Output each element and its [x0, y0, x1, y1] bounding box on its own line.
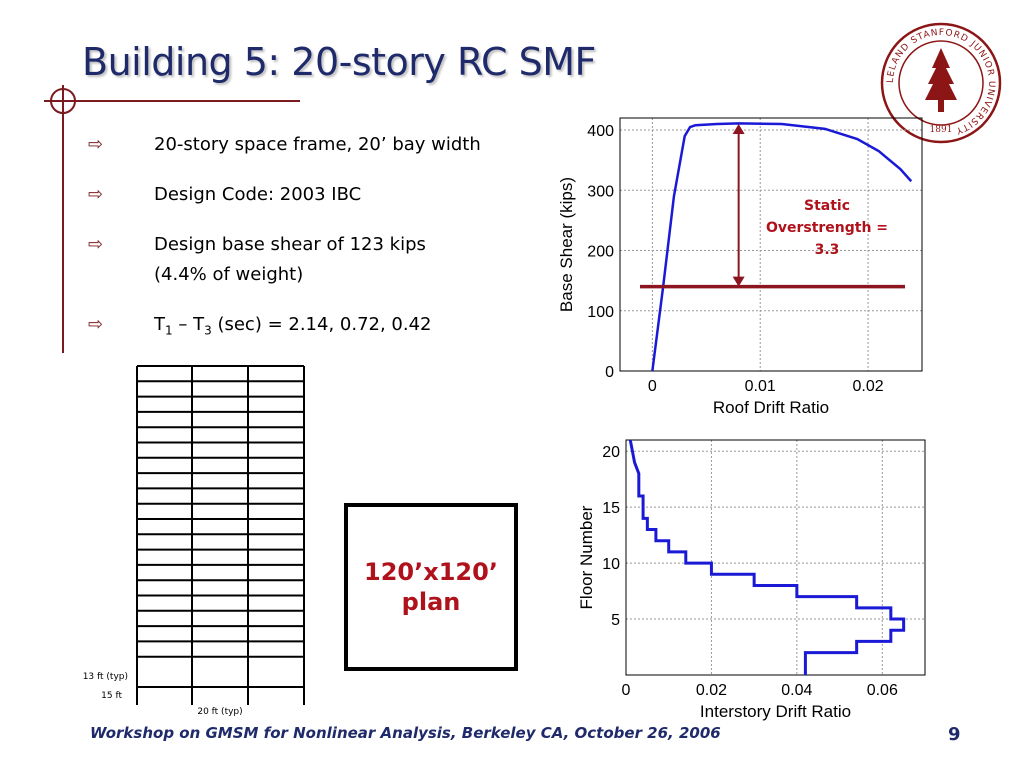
bullet-text: Design base shear of 123 kips [154, 234, 426, 255]
first-story-height-label: 15 ft [101, 691, 122, 701]
bullet-text-continued: (4.4% of weight) [154, 264, 304, 285]
period-subscript: 1 [165, 323, 173, 338]
y-tick-label: 10 [602, 556, 620, 573]
frame-elevation-drawing: 13 ft (typ) 15 ft 20 ft (typ) [83, 365, 305, 717]
period-values: (sec) = 2.14, 0.72, 0.42 [211, 314, 432, 335]
x-tick-label: 0.01 [745, 378, 776, 395]
crosshair-ornament [50, 88, 76, 114]
y-tick-label: 5 [611, 612, 620, 629]
pushover-chart: 0 0.01 0.02 0 100 200 300 400 Static Overstreng… [557, 117, 923, 417]
plan-dimension: 120’x120’ [364, 558, 498, 586]
arrow-head-bottom-icon [732, 276, 745, 287]
y-tick-label: 200 [587, 244, 614, 261]
x-tick-label: 0 [648, 378, 657, 395]
x-tick-label: 0.06 [867, 682, 898, 699]
arrow-bullet-icon: ⇨ [88, 314, 104, 335]
university-seal-logo: LELAND STANFORD JUNIOR UNIVERSITY 1891 [880, 22, 1002, 144]
y-tick-label: 100 [587, 304, 614, 321]
arrow-head-top-icon [732, 124, 745, 135]
bay-width-label: 20 ft (typ) [197, 707, 242, 717]
y-axis-label: Floor Number [577, 505, 596, 609]
y-tick-label: 300 [587, 183, 614, 200]
plan-label: plan [401, 588, 461, 616]
vertical-accent-line [62, 85, 64, 353]
horizontal-accent-line [44, 100, 300, 102]
y-axis-label: Base Shear (kips) [557, 177, 576, 312]
bullet-list: ⇨ 20-story space frame, 20’ bay width ⇨ … [88, 130, 548, 366]
floor-plan-box: 120’x120’ plan [344, 503, 518, 671]
x-tick-label: 0.02 [853, 378, 884, 395]
bullet-item: ⇨ Design base shear of 123 kips (4.4% of… [88, 230, 548, 290]
tree-icon [925, 48, 957, 100]
arrow-bullet-icon: ⇨ [88, 134, 104, 155]
pushover-curve [651, 122, 913, 372]
bullet-item: ⇨ T1 – T3 (sec) = 2.14, 0.72, 0.42 [88, 310, 548, 346]
page-number: 9 [948, 724, 961, 745]
y-tick-label: 0 [605, 364, 614, 381]
x-tick-label: 0.04 [781, 682, 812, 699]
arrow-bullet-icon: ⇨ [88, 184, 104, 205]
drift-profile-curve [628, 439, 906, 675]
bullet-item: ⇨ Design Code: 2003 IBC [88, 180, 548, 210]
arrow-bullet-icon: ⇨ [88, 234, 104, 255]
plot-frame [619, 117, 923, 372]
annotation-line-1: Static [804, 198, 850, 214]
slide-title: Building 5: 20-story RC SMF [82, 40, 596, 84]
y-tick-label: 20 [602, 444, 620, 461]
story-height-label: 13 ft (typ) [83, 672, 128, 682]
x-axis-label: Interstory Drift Ratio [700, 702, 851, 721]
y-tick-label: 400 [587, 123, 614, 140]
plot-frame [625, 439, 926, 676]
period-subscript: 3 [204, 323, 212, 338]
seal-year: 1891 [930, 125, 953, 135]
bullet-text: 20-story space frame, 20’ bay width [154, 134, 481, 155]
period-separator: – T [172, 314, 205, 335]
bullet-item: ⇨ 20-story space frame, 20’ bay width [88, 130, 548, 160]
x-tick-label: 0.02 [696, 682, 727, 699]
footer-text: Workshop on GMSM for Nonlinear Analysis,… [90, 724, 721, 742]
x-tick-label: 0 [622, 682, 631, 699]
annotation-line-3: 3.3 [815, 242, 840, 258]
bullet-text: Design Code: 2003 IBC [154, 184, 362, 205]
interstory-drift-chart: 0 0.02 0.04 0.06 5 10 15 20 Interstory Drift Ra… [577, 439, 926, 721]
period-symbol: T [154, 314, 165, 335]
y-tick-label: 15 [602, 500, 620, 517]
annotation-line-2: Overstrength = [766, 220, 888, 236]
x-axis-label: Roof Drift Ratio [713, 398, 829, 417]
